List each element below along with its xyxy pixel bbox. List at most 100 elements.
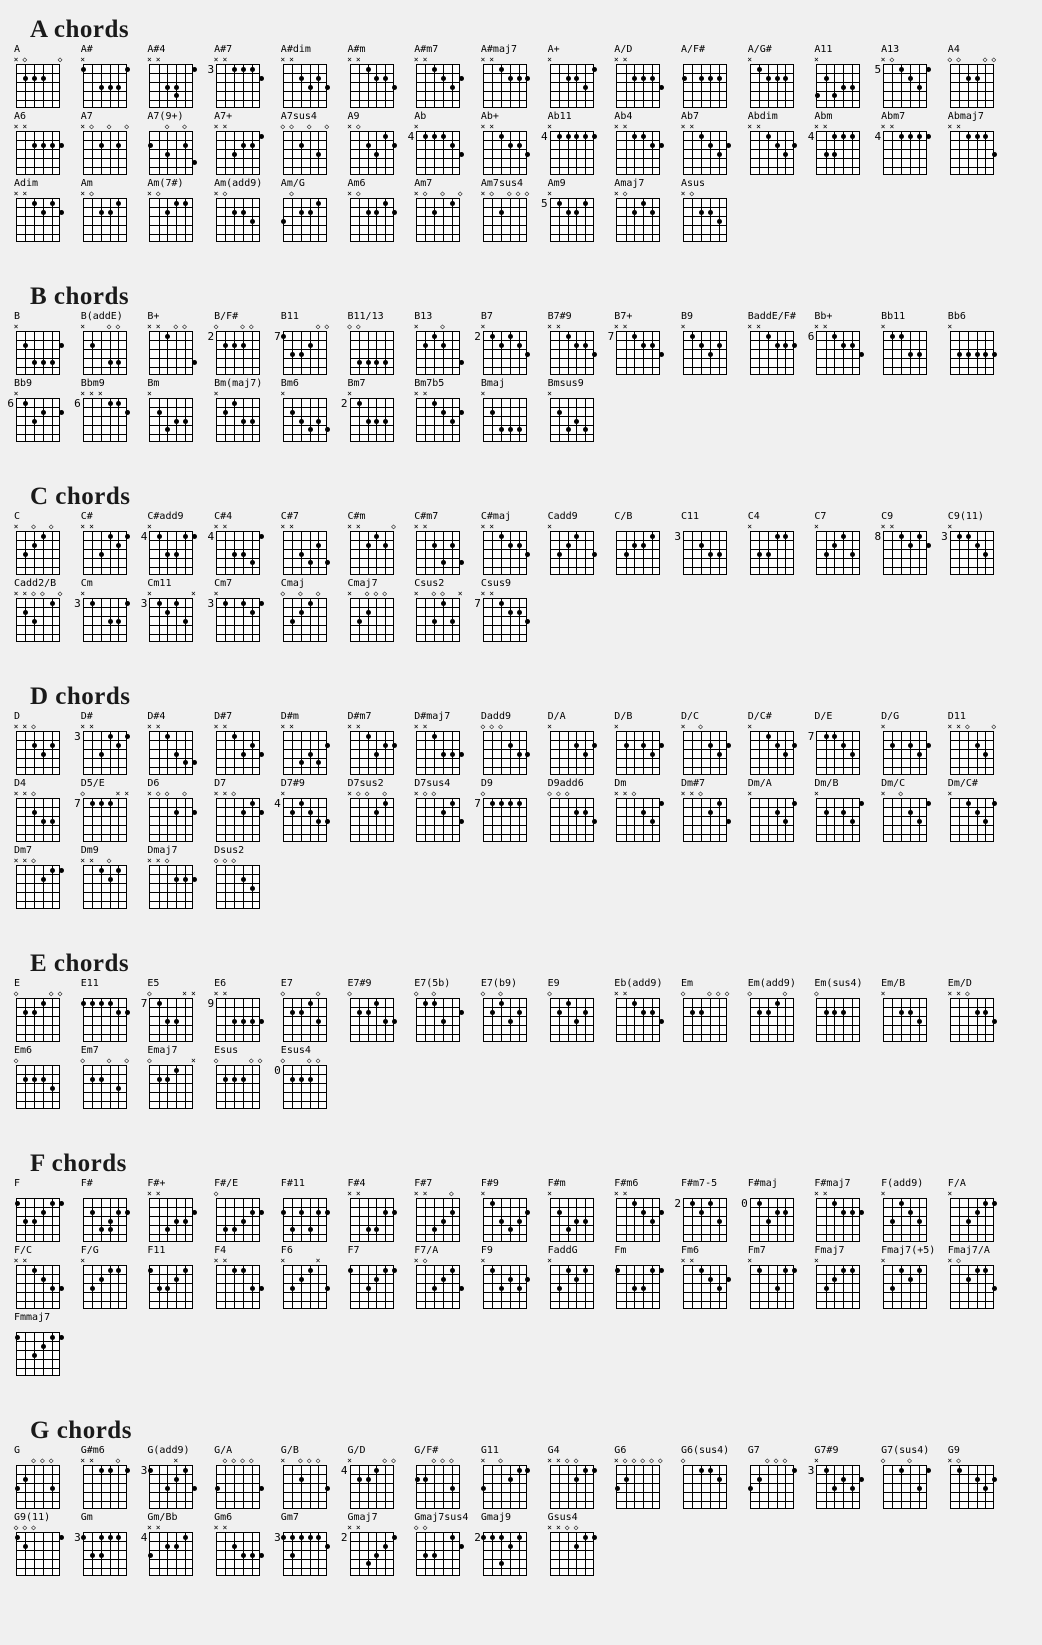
chord-diagram[interactable]: G7 ◇ ◇ ◇	[748, 1445, 814, 1512]
chord-diagram[interactable]: A# ×	[80, 44, 147, 111]
chord-diagram[interactable]: G11 × ◇	[480, 1445, 547, 1512]
chord-diagram[interactable]: F#4 × ×	[347, 1178, 414, 1245]
chord-diagram[interactable]: B7 × 2	[474, 311, 547, 378]
chord-diagram[interactable]: Bm6 ×	[280, 378, 347, 445]
chord-diagram[interactable]: Dm#7 × × ◇	[681, 778, 747, 845]
chord-diagram[interactable]: C#add9 × 4	[141, 511, 213, 578]
chord-diagram[interactable]: A#m × ×	[347, 44, 414, 111]
chord-diagram[interactable]: Fm6 × ×	[681, 1245, 747, 1312]
chord-diagram[interactable]: Csus9 × × 7	[474, 578, 547, 645]
chord-diagram[interactable]: Dm/C# ×	[947, 778, 1014, 845]
chord-diagram[interactable]: A7(9+) ◇ ◇	[147, 111, 213, 178]
chord-diagram[interactable]: A11 ×	[814, 44, 880, 111]
chord-diagram[interactable]: D# × × 3	[74, 711, 147, 778]
chord-diagram[interactable]: Gm 3	[74, 1512, 147, 1579]
chord-diagram[interactable]: B13 × ◇	[414, 311, 480, 378]
chord-diagram[interactable]: D9 ◇ 7	[474, 778, 547, 845]
chord-diagram[interactable]: Fm	[614, 1245, 680, 1312]
chord-diagram[interactable]: Bb+ × × 6	[808, 311, 880, 378]
chord-diagram[interactable]: Bm7b5 × ×	[414, 378, 480, 445]
chord-diagram[interactable]: F/C × ×	[14, 1245, 80, 1312]
chord-diagram[interactable]: Abmaj7 × ×	[947, 111, 1014, 178]
chord-diagram[interactable]: D6 × ◇ ◇ ◇	[147, 778, 213, 845]
chord-diagram[interactable]: C11 3	[674, 511, 747, 578]
chord-diagram[interactable]: Bm7 × 2	[341, 378, 414, 445]
chord-diagram[interactable]: C9 × × 8	[874, 511, 947, 578]
chord-diagram[interactable]: F7	[348, 1245, 414, 1312]
chord-diagram[interactable]: D#4 × ×	[147, 711, 213, 778]
chord-diagram[interactable]: D11 × × ◇ ◇	[947, 711, 1014, 778]
chord-diagram[interactable]: E7 ◇ ◇	[280, 978, 347, 1045]
chord-diagram[interactable]: D/C × ◇	[681, 711, 747, 778]
chord-diagram[interactable]: Gmaj7 × × 2	[341, 1512, 414, 1579]
chord-diagram[interactable]: Ab4 × ×	[614, 111, 680, 178]
chord-diagram[interactable]: Bb6 ×	[947, 311, 1014, 378]
chord-diagram[interactable]: F#9 ×	[480, 1178, 547, 1245]
chord-diagram[interactable]: Am6 × ◇	[347, 178, 414, 245]
chord-diagram[interactable]: B11 ◇ ◇ 7	[274, 311, 347, 378]
chord-diagram[interactable]: Em6 ◇	[14, 1045, 80, 1112]
chord-diagram[interactable]: A#4 × ×	[147, 44, 213, 111]
chord-diagram[interactable]: G#m6 × × ◇	[80, 1445, 147, 1512]
chord-diagram[interactable]: D7#9 × 4	[274, 778, 347, 845]
chord-diagram[interactable]: Bbm9 × × × 6	[74, 378, 147, 445]
chord-diagram[interactable]: G/D × ◇ ◇ 4	[341, 1445, 414, 1512]
chord-diagram[interactable]: Cm × 3	[74, 578, 147, 645]
chord-diagram[interactable]: B/F# ◇ ◇ ◇ 2	[207, 311, 280, 378]
chord-diagram[interactable]: Dm7 × × ◇	[14, 845, 80, 912]
chord-diagram[interactable]: Bm ×	[147, 378, 213, 445]
chord-diagram[interactable]: D9add6 ◇ ◇ ◇	[547, 778, 614, 845]
chord-diagram[interactable]: F/G ×	[80, 1245, 147, 1312]
chord-diagram[interactable]: C7 ×	[814, 511, 880, 578]
chord-diagram[interactable]: Em(sus4) ◇	[814, 978, 880, 1045]
chord-diagram[interactable]: Esus ◇ ◇ ◇	[214, 1045, 280, 1112]
chord-diagram[interactable]: F11	[147, 1245, 213, 1312]
chord-diagram[interactable]: D#7 × ×	[214, 711, 280, 778]
chord-diagram[interactable]: Bb9 × 6	[7, 378, 80, 445]
chord-diagram[interactable]: Abm × × 4	[808, 111, 880, 178]
chord-diagram[interactable]: FaddG ×	[547, 1245, 614, 1312]
chord-diagram[interactable]: A/F#	[681, 44, 747, 111]
chord-diagram[interactable]: Cmaj ◇ ◇ ◇	[280, 578, 347, 645]
chord-diagram[interactable]: D7sus4 × ◇ ◇	[414, 778, 480, 845]
chord-diagram[interactable]: Fmaj7 ×	[814, 1245, 880, 1312]
chord-diagram[interactable]: F/A ×	[947, 1178, 1014, 1245]
chord-diagram[interactable]: G4 × × ◇ ◇	[547, 1445, 614, 1512]
chord-diagram[interactable]: F	[14, 1178, 80, 1245]
chord-diagram[interactable]: G7(sus4) ◇ ◇	[881, 1445, 947, 1512]
chord-diagram[interactable]: Adim × ×	[14, 178, 80, 245]
chord-diagram[interactable]: A7 × ◇ ◇ ◇	[80, 111, 147, 178]
chord-diagram[interactable]: D7sus2 × ◇ ◇ ◇	[347, 778, 414, 845]
chord-diagram[interactable]: A#7 × × 3	[207, 44, 280, 111]
chord-diagram[interactable]: A7+ × ×	[214, 111, 280, 178]
chord-diagram[interactable]: D#m7 × ×	[347, 711, 414, 778]
chord-diagram[interactable]: Am(7#) × ◇	[147, 178, 213, 245]
chord-diagram[interactable]: F#m6 × ×	[614, 1178, 680, 1245]
chord-diagram[interactable]: C#4 × × 4	[207, 511, 280, 578]
chord-diagram[interactable]: Cadd2/B × × ◇ ◇ ◇	[14, 578, 80, 645]
chord-diagram[interactable]: E7(b9) ◇ ◇	[480, 978, 547, 1045]
chord-diagram[interactable]: Ab11 × 4	[541, 111, 614, 178]
chord-diagram[interactable]: D#maj7 × ×	[414, 711, 480, 778]
chord-diagram[interactable]: Csus2 × ◇ ◇ ×	[414, 578, 480, 645]
chord-diagram[interactable]: G/A ◇ ◇ ◇ ◇	[214, 1445, 280, 1512]
chord-diagram[interactable]: Dmaj7 × × ◇	[147, 845, 213, 912]
chord-diagram[interactable]: Gsus4 × × ◇ ◇	[547, 1512, 614, 1579]
chord-diagram[interactable]: D/E 7	[808, 711, 880, 778]
chord-diagram[interactable]: Esus4 ◇ ◇ ◇ 0	[274, 1045, 347, 1112]
chord-diagram[interactable]: E7(5b) ◇ ◇	[414, 978, 480, 1045]
chord-diagram[interactable]: Emaj7 ◇ ×	[147, 1045, 213, 1112]
chord-diagram[interactable]: Dsus2 ◇ ◇ ◇	[214, 845, 280, 912]
chord-diagram[interactable]: G/F# ◇ ◇ ◇	[414, 1445, 480, 1512]
chord-diagram[interactable]: Gm/Bb × × 4	[141, 1512, 213, 1579]
chord-diagram[interactable]: Bm(maj7) ×	[214, 378, 280, 445]
chord-diagram[interactable]: Bb11 ×	[881, 311, 947, 378]
chord-diagram[interactable]: F6 × ×	[280, 1245, 347, 1312]
chord-diagram[interactable]: Cm7 × 3	[207, 578, 280, 645]
chord-diagram[interactable]: G/B × ◇ ◇ ◇	[280, 1445, 347, 1512]
chord-diagram[interactable]: C/B	[614, 511, 680, 578]
chord-diagram[interactable]: Em7 ◇ ◇ ◇	[80, 1045, 147, 1112]
chord-diagram[interactable]: G7#9 × 3	[808, 1445, 880, 1512]
chord-diagram[interactable]: A7sus4 ◇ ◇ ◇ ◇	[280, 111, 347, 178]
chord-diagram[interactable]: C# × ×	[80, 511, 147, 578]
